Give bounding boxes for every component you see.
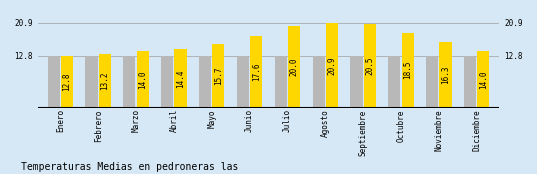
Bar [250, 36, 262, 108]
Bar [175, 49, 186, 108]
Text: 14.0: 14.0 [479, 70, 488, 89]
Bar [199, 56, 211, 108]
Text: 18.5: 18.5 [403, 61, 412, 80]
Bar [364, 24, 376, 108]
Bar [326, 23, 338, 108]
Text: 15.7: 15.7 [214, 67, 223, 85]
Bar [161, 56, 173, 108]
Bar [237, 56, 249, 108]
Bar [464, 56, 476, 108]
Bar [85, 56, 98, 108]
Bar [351, 56, 362, 108]
Text: 20.5: 20.5 [365, 57, 374, 75]
Bar [61, 56, 73, 108]
Bar [439, 42, 452, 108]
Text: 20.9: 20.9 [328, 56, 336, 75]
Bar [388, 56, 401, 108]
Text: 14.4: 14.4 [176, 69, 185, 88]
Bar [402, 33, 413, 108]
Text: 16.3: 16.3 [441, 65, 450, 84]
Bar [313, 56, 325, 108]
Bar [212, 44, 224, 108]
Bar [288, 26, 300, 108]
Text: 20.0: 20.0 [289, 58, 299, 76]
Bar [136, 51, 149, 108]
Bar [48, 56, 60, 108]
Text: 13.2: 13.2 [100, 72, 110, 90]
Bar [99, 54, 111, 108]
Bar [124, 56, 135, 108]
Text: 14.0: 14.0 [138, 70, 147, 89]
Bar [275, 56, 287, 108]
Bar [477, 51, 489, 108]
Text: Temperaturas Medias en pedroneras las: Temperaturas Medias en pedroneras las [21, 162, 239, 172]
Bar [426, 56, 438, 108]
Text: 17.6: 17.6 [252, 63, 260, 81]
Text: 12.8: 12.8 [62, 73, 71, 91]
